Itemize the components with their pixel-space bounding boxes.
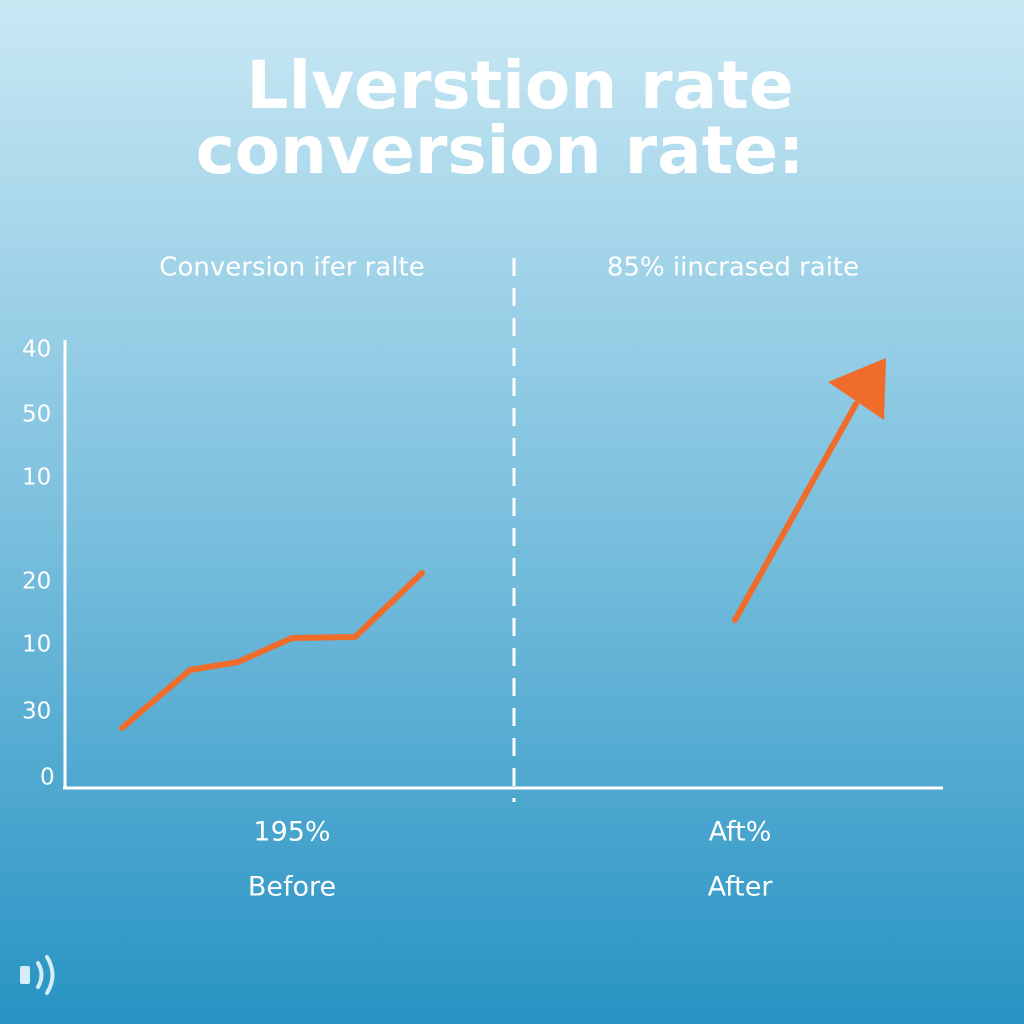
y-label: 10 bbox=[22, 465, 51, 491]
y-label: 40 bbox=[22, 337, 51, 363]
panel-caption: Conversion ifer ralte bbox=[159, 253, 424, 283]
y-label: 10 bbox=[22, 632, 51, 658]
panel-value-label: 195% bbox=[253, 817, 330, 848]
y-label: 0 bbox=[40, 765, 55, 791]
panel-label: After bbox=[708, 872, 774, 903]
after-arrow-shaft bbox=[732, 401, 859, 623]
after-arrow-head bbox=[828, 358, 886, 420]
title-line: Llverstion rate bbox=[246, 47, 793, 124]
y-label: 50 bbox=[22, 402, 51, 428]
before-trend-line bbox=[119, 570, 425, 731]
title-line: conversion rate: bbox=[196, 112, 805, 189]
y-label: 30 bbox=[22, 699, 51, 725]
y-axis-labels: 40 50 10 20 10 30 0 bbox=[22, 337, 55, 791]
panel-caption: 85% iincrased raite bbox=[607, 253, 859, 283]
sound-icon bbox=[20, 955, 55, 995]
panel-label: Before bbox=[248, 872, 336, 903]
panel-value-label: Aft% bbox=[709, 817, 772, 848]
y-label: 20 bbox=[22, 569, 51, 595]
